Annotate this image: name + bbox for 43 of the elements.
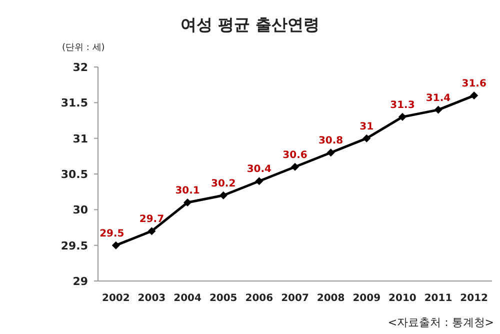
point — [470, 92, 478, 100]
point — [398, 112, 406, 121]
point — [434, 106, 442, 114]
x-tick-label: 2003 — [138, 293, 166, 304]
x-tick-label: 2008 — [316, 293, 345, 304]
chart-title: 여성 평균 출산연령 — [180, 15, 320, 34]
data-label: 31.6 — [462, 78, 486, 90]
x-tick-label: 2009 — [352, 293, 381, 304]
point — [291, 162, 299, 171]
x-tick-label: 2002 — [102, 293, 130, 304]
x-tick-label: 2005 — [209, 293, 238, 304]
y-tick-label: 30 — [72, 204, 88, 217]
y-tick-label: 29.5 — [60, 239, 88, 252]
data-label: 30.8 — [318, 136, 344, 147]
x-tick-label: 2010 — [388, 293, 416, 304]
data-label: 29.5 — [100, 228, 124, 240]
y-tick-label: 30.5 — [60, 168, 88, 181]
x-tick-label: 2006 — [245, 293, 274, 304]
x-tick-label: 2012 — [460, 293, 488, 304]
point — [184, 198, 192, 207]
point — [148, 227, 156, 236]
point — [255, 177, 264, 186]
data-label: 31 — [360, 121, 374, 132]
y-axis-title: (단위 : 세) — [62, 43, 105, 53]
text: <자료출처 : 통계청> — [388, 316, 494, 329]
x-tick-label: 2007 — [281, 293, 309, 304]
data-label: 29.7 — [139, 214, 164, 226]
y-tick-label: 32 — [72, 61, 88, 74]
data-label: 30.2 — [211, 178, 236, 190]
y-tick-label: 31.5 — [60, 96, 88, 110]
y-tick-label: 31 — [72, 132, 88, 146]
x-tick-label: 2004 — [174, 293, 202, 304]
point — [219, 191, 228, 200]
data-label: 30.4 — [246, 164, 272, 176]
x-tick-label: 2011 — [424, 293, 452, 304]
data-label: 30.6 — [282, 150, 308, 161]
y-tick-label: 29 — [72, 275, 88, 288]
point — [112, 241, 120, 250]
point — [326, 148, 335, 157]
data-label: 31.4 — [426, 92, 451, 104]
data-label: 30.1 — [175, 186, 200, 197]
data-label: 31.3 — [390, 100, 415, 111]
point — [362, 134, 371, 142]
